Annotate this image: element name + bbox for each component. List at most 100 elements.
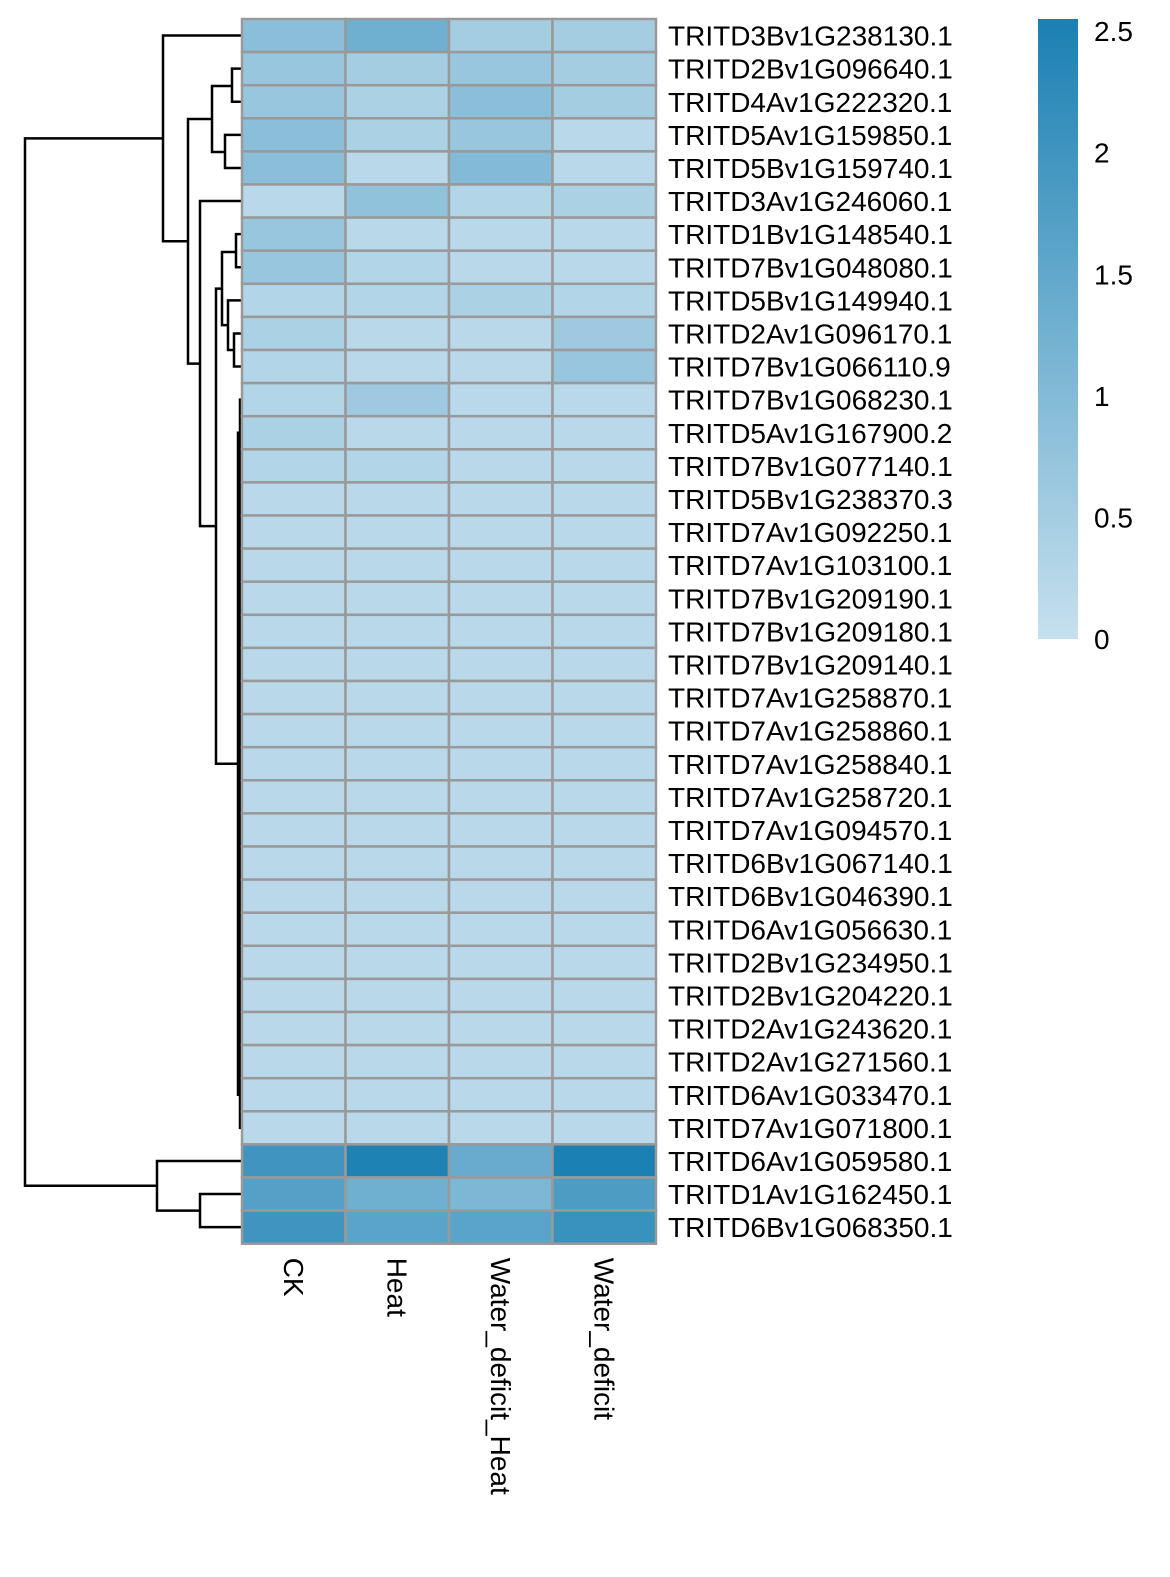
- heatmap-cell: [551, 348, 658, 385]
- heatmap-cell: [551, 1110, 658, 1146]
- heatmap-cell: [447, 845, 554, 881]
- heatmap-cell: [240, 1076, 347, 1113]
- row-label: TRITD3Bv1G238130.1: [668, 21, 953, 52]
- row-label: TRITD7Av1G258840.1: [668, 749, 952, 780]
- column-label: Water_deficit: [588, 1258, 619, 1421]
- heatmap-cell: [551, 17, 658, 54]
- heatmap-cell: [344, 282, 451, 319]
- heatmap-cell: [240, 1110, 347, 1146]
- row-label: TRITD3Av1G246060.1: [668, 186, 952, 217]
- heatmap-cell: [551, 514, 658, 550]
- heatmap-cell: [240, 315, 347, 352]
- heatmap-cell: [551, 745, 658, 782]
- heatmap-cell: [344, 117, 451, 153]
- heatmap-cell: [551, 481, 658, 517]
- heatmap-cell: [447, 878, 554, 914]
- row-label: TRITD7Bv1G077140.1: [668, 451, 953, 482]
- heatmap-cell: [240, 977, 347, 1014]
- row-label: TRITD2Bv1G234950.1: [668, 947, 953, 978]
- heatmap-cell: [551, 712, 658, 749]
- legend-tick-label: 1: [1094, 381, 1110, 412]
- column-label: Heat: [381, 1258, 412, 1317]
- heatmap-cell: [447, 348, 554, 385]
- heatmap-cell: [447, 1176, 554, 1212]
- heatmap-cell: [447, 944, 554, 981]
- row-label: TRITD7Av1G258860.1: [668, 716, 952, 747]
- row-label: TRITD5Bv1G159740.1: [668, 153, 953, 184]
- heatmap-cell: [447, 150, 554, 186]
- heatmap-cell: [551, 613, 658, 650]
- column-label: Water_deficit_Heat: [485, 1258, 516, 1495]
- heatmap-cell: [344, 944, 451, 981]
- heatmap-cell: [240, 150, 347, 186]
- heatmap-cell: [447, 679, 554, 716]
- heatmap-cell: [240, 1176, 347, 1212]
- heatmap-cell: [240, 646, 347, 683]
- heatmap-cell: [344, 414, 451, 451]
- row-label: TRITD5Bv1G149940.1: [668, 285, 953, 316]
- heatmap-cell: [344, 712, 451, 749]
- heatmap-cell: [240, 1209, 347, 1245]
- row-label: TRITD7Bv1G066110.9: [668, 352, 951, 383]
- heatmap-cell: [240, 1010, 347, 1047]
- heatmap-cell: [447, 1143, 554, 1179]
- row-label: TRITD7Bv1G048080.1: [668, 252, 953, 283]
- heatmap-cell: [551, 216, 658, 252]
- legend-tick-label: 2.5: [1094, 16, 1133, 47]
- row-label: TRITD7Bv1G209180.1: [668, 616, 953, 647]
- heatmap-cell: [240, 878, 347, 914]
- heatmap-cell: [240, 514, 347, 550]
- heatmap-cell: [551, 315, 658, 352]
- row-label: TRITD2Av1G243620.1: [668, 1014, 952, 1045]
- heatmap-cell: [240, 117, 347, 153]
- heatmap-cell: [344, 1209, 451, 1245]
- heatmap-cell: [344, 547, 451, 583]
- heatmap-cell: [344, 911, 451, 948]
- row-label: TRITD7Av1G258720.1: [668, 782, 952, 813]
- row-label: TRITD7Bv1G209140.1: [668, 649, 953, 680]
- heatmap-cell: [344, 613, 451, 650]
- row-label: TRITD6Av1G059580.1: [668, 1146, 952, 1177]
- heatmap-cell: [551, 448, 658, 484]
- row-label: TRITD7Av1G094570.1: [668, 815, 952, 846]
- heatmap-cell: [240, 249, 347, 286]
- heatmap-cell: [551, 580, 658, 617]
- dendrogram-branch: [230, 67, 242, 103]
- heatmap-cell: [551, 1010, 658, 1047]
- heatmap-cell: [447, 1043, 554, 1080]
- row-label: TRITD2Bv1G096640.1: [668, 54, 953, 85]
- dendrogram-branch: [214, 287, 240, 765]
- heatmap-cell: [344, 1010, 451, 1047]
- heatmap-cell: [551, 1209, 658, 1245]
- heatmap-cell: [447, 812, 554, 848]
- dendrogram-branch: [161, 34, 242, 243]
- heatmap-cell: [344, 83, 451, 120]
- legend-tick-label: 0.5: [1094, 502, 1133, 533]
- heatmap-cell: [240, 1043, 347, 1080]
- heatmap-cell: [240, 183, 347, 219]
- heatmap-cell: [447, 414, 554, 451]
- heatmap-cell: [344, 1043, 451, 1080]
- heatmap-cell: [344, 381, 451, 418]
- heatmap-cell: [551, 183, 658, 219]
- heatmap-cell: [447, 646, 554, 683]
- row-label: TRITD7Av1G071800.1: [668, 1113, 952, 1144]
- heatmap-cell: [551, 117, 658, 153]
- heatmap-cell: [551, 282, 658, 319]
- heatmap-cell: [240, 50, 347, 87]
- dendrogram-branch: [198, 1192, 242, 1229]
- heatmap-cell: [447, 249, 554, 286]
- legend-color-bar: [1038, 19, 1078, 639]
- heatmap-cell: [447, 613, 554, 650]
- heatmap-cell: [551, 845, 658, 881]
- heatmap-cell: [344, 779, 451, 815]
- heatmap-cell: [344, 50, 451, 87]
- heatmap-cell: [344, 17, 451, 54]
- heatmap-cell: [240, 679, 347, 716]
- heatmap-cell: [240, 17, 347, 54]
- row-label: TRITD1Bv1G148540.1: [668, 219, 953, 250]
- heatmap-cell: [240, 812, 347, 848]
- heatmap-cell: [344, 481, 451, 517]
- heatmap-cell: [447, 580, 554, 617]
